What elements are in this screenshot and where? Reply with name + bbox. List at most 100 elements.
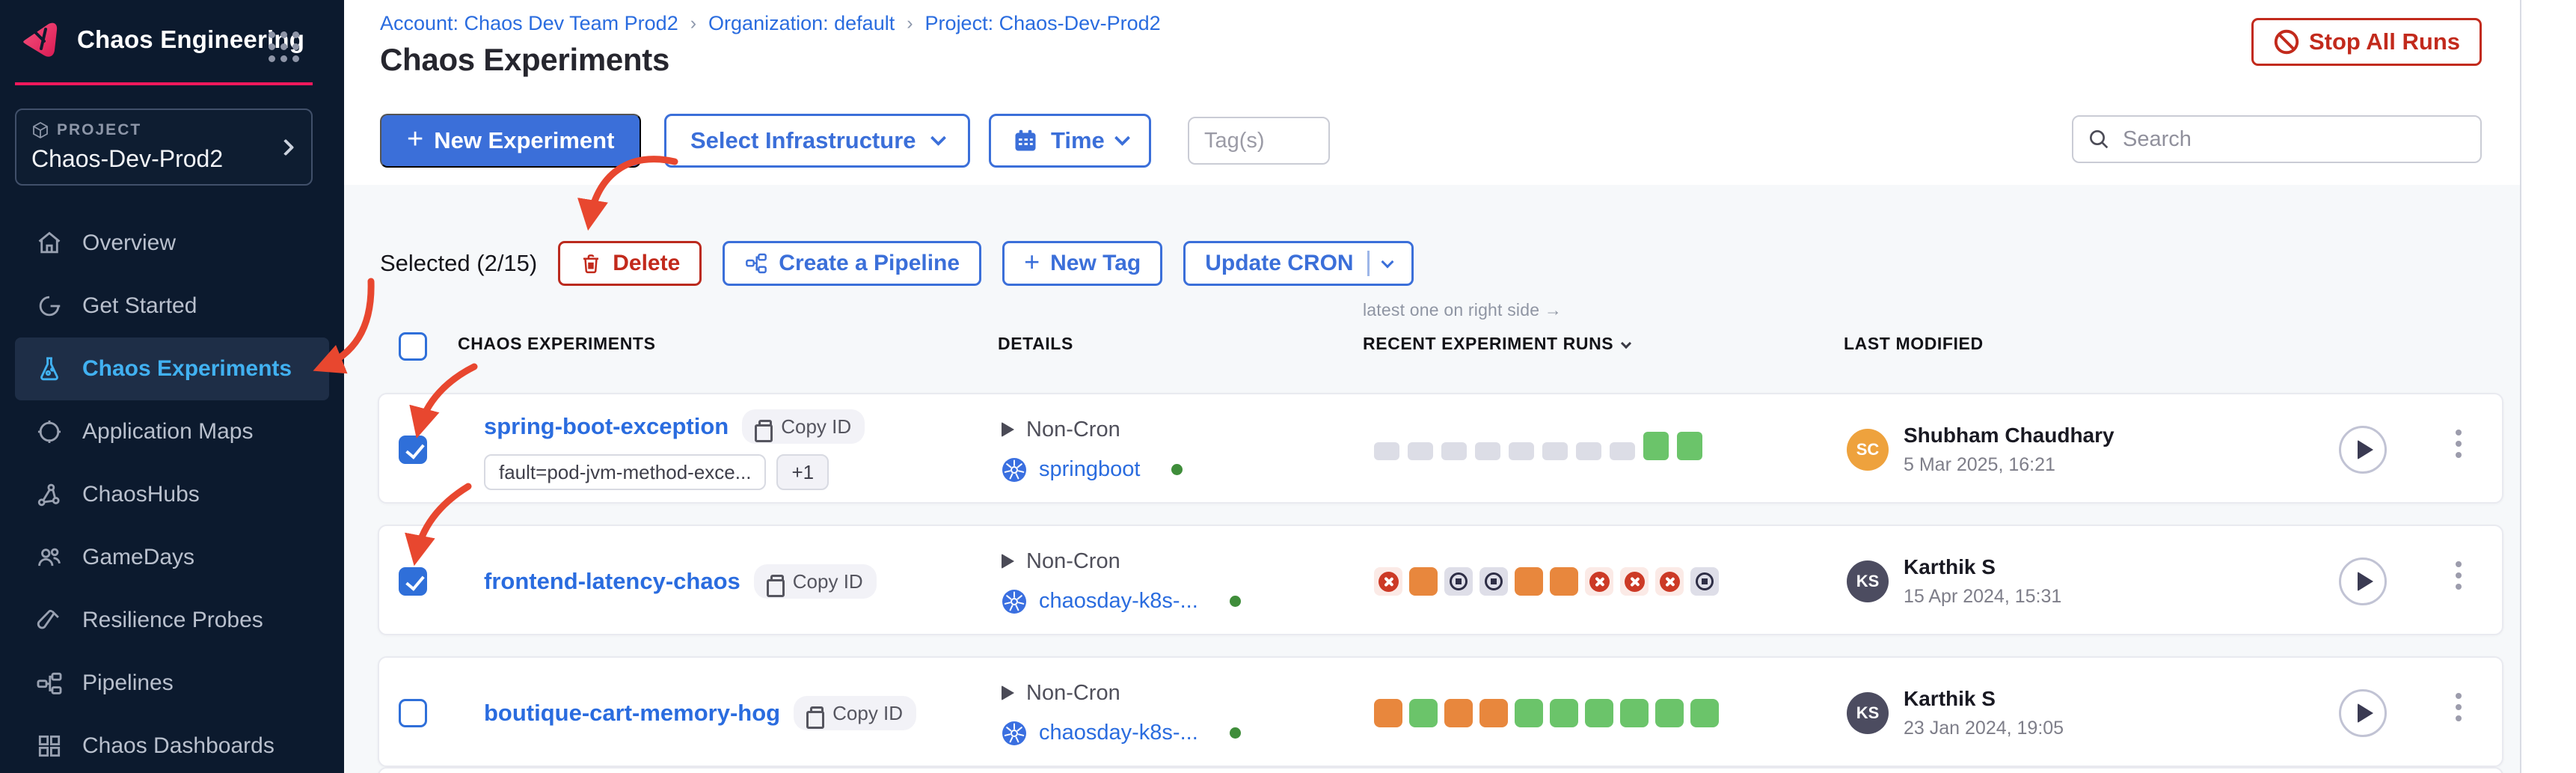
run-failed[interactable] — [1655, 567, 1684, 596]
run-passed[interactable] — [1409, 699, 1438, 727]
sidebar-item-pipelines[interactable]: Pipelines — [15, 652, 329, 715]
run-empty[interactable] — [1408, 442, 1433, 460]
run-passed[interactable] — [1550, 699, 1578, 727]
sidebar-item-application-maps[interactable]: Application Maps — [15, 400, 329, 463]
chaoshubs-icon — [34, 480, 64, 509]
new-tag-button[interactable]: + New Tag — [1002, 241, 1163, 286]
run-passed[interactable] — [1690, 699, 1719, 727]
copy-id-button[interactable]: Copy ID — [794, 696, 917, 730]
play-icon — [2357, 572, 2373, 591]
run-empty[interactable] — [1475, 442, 1500, 460]
run-passed[interactable] — [1515, 699, 1543, 727]
last-modified-cell: SC Shubham Chaudhary 5 Mar 2025, 16:21 — [1847, 394, 2115, 505]
prohibited-icon — [2274, 29, 2299, 55]
sidebar-item-chaoshubs[interactable]: ChaosHubs — [15, 463, 329, 526]
breadcrumb-organization[interactable]: Organization: default — [708, 12, 895, 34]
sidebar-item-chaos-experiments[interactable]: Chaos Experiments — [15, 337, 329, 400]
row-checkbox[interactable] — [399, 699, 427, 727]
run-passed[interactable] — [1655, 699, 1684, 727]
infrastructure-link[interactable]: chaosday-k8s-... — [1039, 589, 1198, 613]
run-passed[interactable] — [1585, 699, 1613, 727]
expand-run-icon[interactable] — [1002, 422, 1014, 437]
run-running[interactable] — [1374, 699, 1402, 727]
breadcrumb-project[interactable]: Project: Chaos-Dev-Prod2 — [924, 12, 1161, 34]
experiment-name-link[interactable]: frontend-latency-chaos — [484, 568, 740, 594]
run-running[interactable] — [1479, 699, 1508, 727]
row-menu-button[interactable] — [2453, 690, 2465, 724]
run-experiment-button[interactable] — [2339, 426, 2387, 474]
experiment-name-link[interactable]: spring-boot-exception — [484, 413, 729, 439]
copy-id-label: Copy ID — [832, 701, 904, 724]
experiment-tags: fault=pod-jvm-method-exce... +1 — [484, 454, 865, 490]
copy-id-button[interactable]: Copy ID — [753, 564, 877, 599]
stop-all-runs-button[interactable]: Stop All Runs — [2251, 18, 2482, 66]
copy-id-button[interactable]: Copy ID — [742, 409, 865, 444]
harness-chaos-logo — [23, 22, 58, 57]
create-pipeline-button[interactable]: Create a Pipeline — [723, 241, 982, 286]
update-cron-button[interactable]: Update CRON — [1183, 241, 1414, 286]
delete-button[interactable]: Delete — [558, 241, 702, 286]
project-selector[interactable]: PROJECT Chaos-Dev-Prod2 — [15, 109, 313, 186]
experiment-name-link[interactable]: boutique-cart-memory-hog — [484, 700, 781, 726]
infrastructure-link[interactable]: springboot — [1039, 457, 1141, 481]
run-passed[interactable] — [1677, 432, 1702, 460]
run-failed[interactable] — [1620, 567, 1649, 596]
scroll-gutter[interactable] — [2520, 0, 2576, 773]
row-checkbox[interactable] — [399, 567, 427, 596]
experiment-name-cell: spring-boot-exception Copy ID fault=pod-jv… — [484, 394, 865, 505]
run-experiment-button[interactable] — [2339, 557, 2387, 605]
sidebar-item-chaos-dashboards[interactable]: Chaos Dashboards — [15, 715, 329, 773]
run-passed[interactable] — [1620, 699, 1649, 727]
run-running[interactable] — [1444, 699, 1473, 727]
run-failed[interactable] — [1374, 567, 1402, 596]
infra-active-dot — [1229, 596, 1241, 607]
row-checkbox[interactable] — [399, 436, 427, 464]
tags-filter-input[interactable] — [1188, 117, 1330, 165]
breadcrumb-account[interactable]: Account: Chaos Dev Team Prod2 — [380, 12, 678, 34]
sidebar-item-overview[interactable]: Overview — [15, 212, 329, 275]
sidebar-item-get-started[interactable]: Get Started — [15, 275, 329, 337]
failed-x-icon — [1378, 571, 1399, 592]
run-passed[interactable] — [1643, 432, 1669, 460]
run-stopped[interactable] — [1690, 567, 1719, 596]
run-empty[interactable] — [1576, 442, 1601, 460]
run-empty[interactable] — [1542, 442, 1568, 460]
run-running[interactable] — [1550, 567, 1578, 596]
row-menu-button[interactable] — [2453, 427, 2465, 461]
search-input[interactable] — [2123, 126, 2467, 152]
copy-icon — [755, 420, 773, 442]
cube-icon — [33, 121, 48, 139]
sidebar-item-label: Application Maps — [82, 419, 254, 444]
select-all-checkbox[interactable] — [399, 332, 427, 361]
select-infrastructure-dropdown[interactable]: Select Infrastructure — [664, 114, 970, 168]
run-stopped[interactable] — [1444, 567, 1473, 596]
run-empty[interactable] — [1509, 442, 1534, 460]
infrastructure-link[interactable]: chaosday-k8s-... — [1039, 721, 1198, 745]
kubernetes-icon — [1002, 589, 1027, 614]
expand-run-icon[interactable] — [1002, 554, 1014, 569]
row-menu-button[interactable] — [2453, 558, 2465, 593]
run-empty[interactable] — [1441, 442, 1467, 460]
sidebar-item-label: Overview — [82, 230, 177, 255]
kubernetes-icon — [1002, 457, 1027, 483]
run-running[interactable] — [1409, 567, 1438, 596]
chevron-down-icon — [1381, 255, 1394, 268]
run-stopped[interactable] — [1479, 567, 1508, 596]
search-icon — [2090, 130, 2109, 149]
column-header-runs[interactable]: RECENT EXPERIMENT RUNS — [1363, 334, 1632, 354]
copy-id-label: Copy ID — [781, 415, 852, 438]
run-empty[interactable] — [1374, 442, 1399, 460]
product-title: Chaos Engineering — [77, 25, 305, 53]
run-failed[interactable] — [1585, 567, 1613, 596]
module-grid-icon[interactable] — [269, 31, 299, 62]
time-filter-dropdown[interactable]: Time — [989, 114, 1151, 168]
new-experiment-button[interactable]: + New Experiment — [380, 114, 642, 168]
run-experiment-button[interactable] — [2339, 689, 2387, 737]
sidebar-item-gamedays[interactable]: GameDays — [15, 526, 329, 589]
run-empty[interactable] — [1610, 442, 1635, 460]
run-running[interactable] — [1515, 567, 1543, 596]
pipeline-icon — [746, 253, 767, 274]
sidebar-item-resilience-probes[interactable]: Resilience Probes — [15, 589, 329, 652]
sidebar-nav: Overview Get Started Chaos Experiments Appl… — [0, 212, 344, 773]
expand-run-icon[interactable] — [1002, 685, 1014, 700]
